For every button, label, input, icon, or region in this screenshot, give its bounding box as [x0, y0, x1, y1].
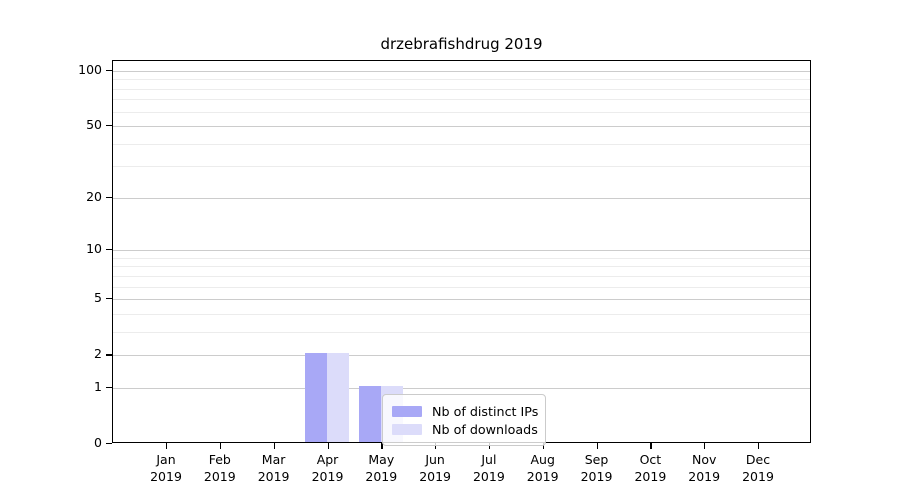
y-tick-mark-2: [106, 354, 112, 356]
minor-gridline-y6: [113, 286, 810, 288]
x-tick-label-feb: Feb 2019: [190, 451, 250, 485]
legend: Nb of distinct IPs Nb of downloads: [382, 394, 546, 446]
x-tick-label-oct: Oct 2019: [620, 451, 680, 485]
x-tick-label-jul: Jul 2019: [459, 451, 519, 485]
x-tick-mark-feb: [219, 443, 222, 449]
y-tick-label-5: 5: [94, 290, 102, 306]
y-tick-label-20: 20: [86, 188, 102, 204]
bar-distinct-ips-may: [359, 385, 381, 442]
major-gridline-y2: [113, 355, 810, 357]
x-tick-mark-nov: [704, 443, 706, 449]
minor-gridline-y8: [113, 266, 810, 268]
x-tick-label-mar: Mar 2019: [244, 451, 304, 485]
minor-gridline-y4: [113, 314, 810, 315]
x-tick-year-aug: 2019: [526, 469, 559, 484]
y-tick-mark-0: [106, 443, 112, 445]
x-tick-year-may: 2019: [365, 469, 398, 484]
x-tick-year-jun: 2019: [419, 469, 451, 484]
x-tick-label-aug: Aug 2019: [513, 451, 573, 485]
x-tick-year-sep: 2019: [580, 469, 613, 484]
x-tick-mark-apr: [327, 443, 329, 449]
y-tick-label-1: 1: [94, 379, 102, 395]
y-tick-mark-5: [106, 298, 112, 300]
x-tick-year-jan: 2019: [150, 469, 182, 484]
x-tick-mark-aug: [542, 443, 544, 449]
minor-gridline-y60: [113, 111, 810, 113]
legend-swatch-downloads: [392, 423, 422, 435]
minor-gridline-y70: [113, 99, 810, 101]
major-gridline-y5: [113, 299, 810, 301]
legend-swatch-distinct-ips: [392, 405, 422, 417]
x-tick-label-jan: Jan 2019: [136, 451, 196, 485]
major-gridline-y1: [113, 388, 810, 390]
minor-gridline-y90: [113, 79, 810, 81]
x-tick-label-apr: Apr 2019: [298, 451, 358, 485]
x-tick-mark-mar: [273, 443, 275, 449]
x-tick-year-dec: 2019: [742, 469, 774, 484]
x-tick-year-jul: 2019: [472, 469, 505, 484]
major-gridline-y10: [113, 250, 810, 252]
legend-label-distinct-ips: Nb of distinct IPs: [432, 403, 539, 419]
x-tick-mark-oct: [650, 443, 652, 449]
y-tick-mark-20: [106, 196, 112, 199]
minor-gridline-y30: [113, 166, 810, 168]
chart-title: drzebrafishdrug 2019: [380, 35, 543, 53]
legend-entry-distinct-ips: Nb of distinct IPs: [392, 402, 539, 420]
plot-area: [112, 59, 811, 443]
minor-gridline-y3: [113, 332, 810, 333]
major-gridline-y20: [113, 197, 810, 199]
x-tick-label-sep: Sep 2019: [567, 451, 627, 485]
legend-entry-downloads: Nb of downloads: [392, 420, 538, 438]
x-tick-mark-may: [381, 443, 383, 449]
x-tick-mark-jan: [166, 443, 168, 449]
major-gridline-y100: [113, 70, 810, 72]
bar-distinct-ips-apr: [305, 353, 328, 442]
x-tick-mark-dec: [758, 443, 760, 449]
y-tick-label-10: 10: [86, 241, 102, 257]
x-tick-year-feb: 2019: [203, 469, 236, 484]
y-tick-mark-50: [106, 125, 112, 127]
y-tick-label-2: 2: [94, 346, 102, 362]
x-tick-mark-jun: [435, 443, 437, 449]
minor-gridline-y40: [113, 143, 810, 145]
minor-gridline-y80: [113, 88, 810, 90]
x-tick-year-apr: 2019: [311, 469, 344, 484]
x-tick-label-jun: Jun 2019: [405, 451, 465, 485]
bar-downloads-apr: [327, 353, 350, 442]
minor-gridline-y9: [113, 257, 810, 259]
x-tick-label-nov: Nov 2019: [674, 451, 734, 485]
y-tick-label-50: 50: [86, 117, 102, 133]
minor-gridline-y7: [113, 276, 810, 277]
x-tick-label-dec: Dec 2019: [728, 451, 788, 485]
x-tick-mark-jul: [488, 443, 491, 449]
x-tick-mark-sep: [596, 443, 598, 449]
x-tick-year-oct: 2019: [634, 469, 667, 484]
y-tick-label-100: 100: [78, 61, 102, 77]
y-tick-label-0: 0: [94, 435, 102, 451]
y-tick-mark-1: [106, 387, 112, 389]
x-tick-year-mar: 2019: [257, 469, 290, 484]
x-tick-label-may: May 2019: [351, 451, 411, 485]
major-gridline-y50: [113, 126, 810, 128]
y-tick-mark-10: [106, 249, 112, 251]
x-tick-year-nov: 2019: [688, 469, 721, 484]
legend-label-downloads: Nb of downloads: [432, 421, 538, 437]
y-tick-mark-100: [106, 69, 112, 72]
